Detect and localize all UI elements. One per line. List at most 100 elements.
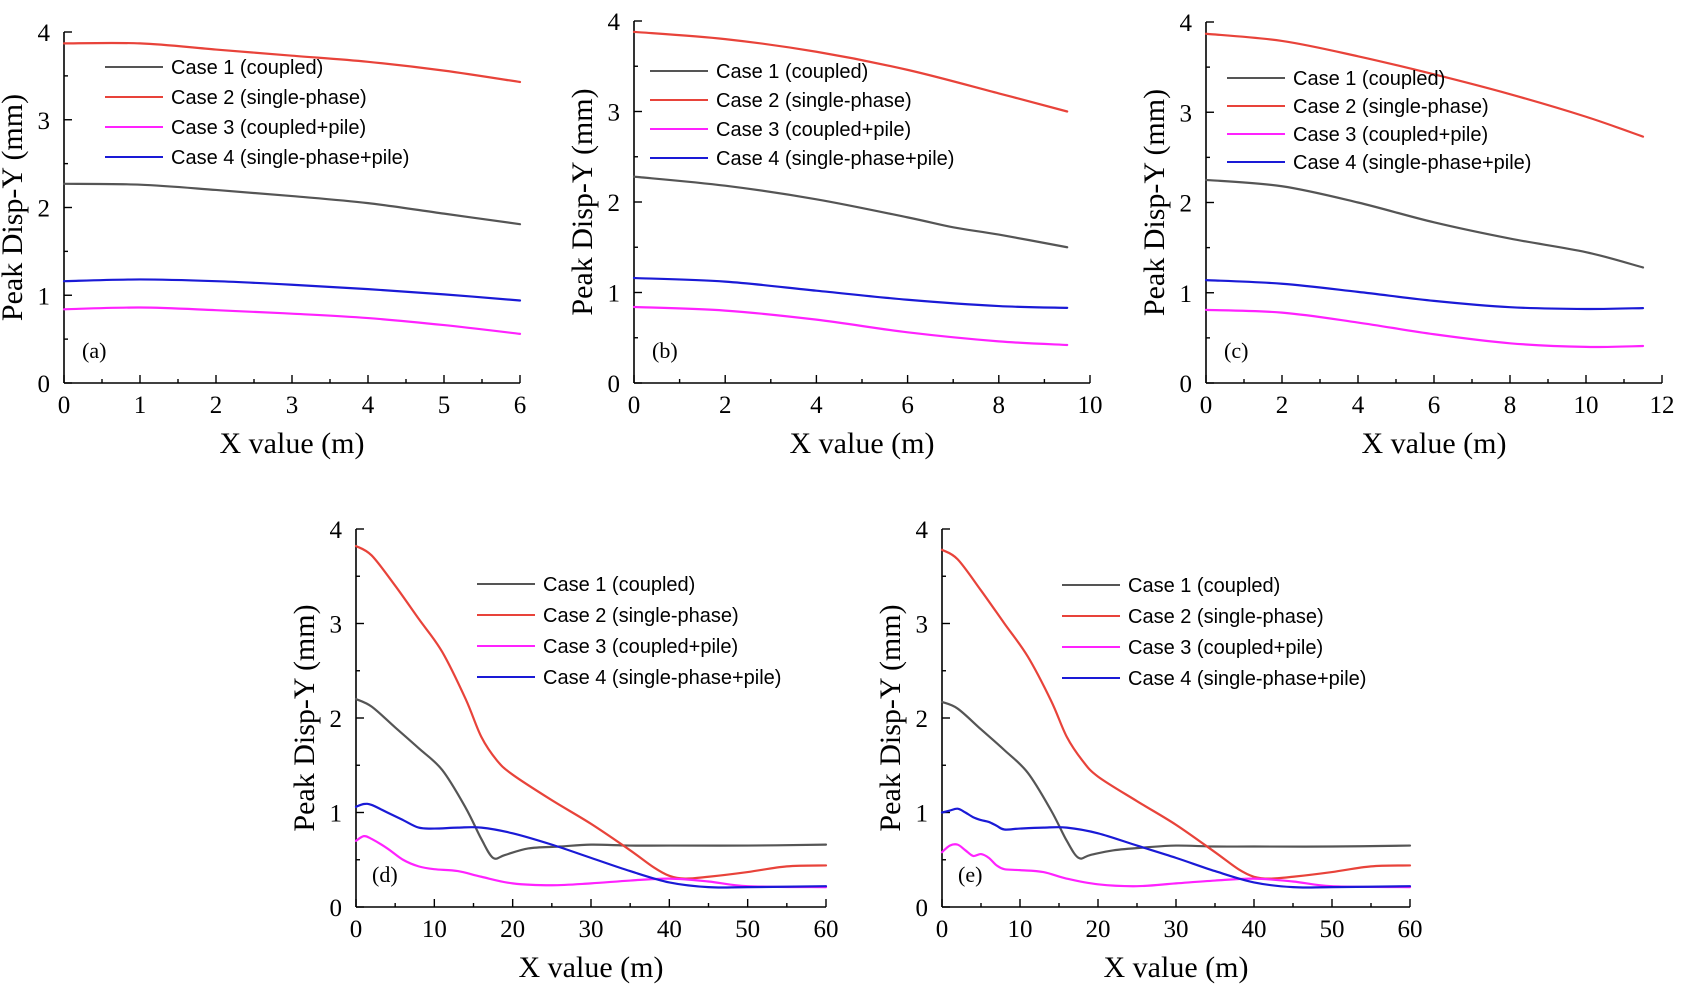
x-tick-label: 6 bbox=[901, 392, 914, 419]
panel-label: (c) bbox=[1224, 338, 1248, 363]
panel-label: (e) bbox=[958, 862, 982, 887]
x-tick-label: 0 bbox=[58, 392, 71, 419]
panel-label: (b) bbox=[652, 338, 678, 363]
x-tick-label: 10 bbox=[422, 916, 447, 943]
legend-entry: Case 2 (single-phase) bbox=[171, 87, 367, 109]
legend-entry: Case 4 (single-phase+pile) bbox=[716, 148, 954, 170]
x-tick-label: 6 bbox=[1428, 392, 1441, 419]
x-tick-label: 3 bbox=[286, 392, 299, 419]
x-tick-label: 0 bbox=[628, 392, 641, 419]
x-tick-label: 5 bbox=[438, 392, 451, 419]
legend-entry: Case 1 (coupled) bbox=[1293, 68, 1445, 90]
y-tick-label: 1 bbox=[330, 801, 343, 828]
y-tick-label: 0 bbox=[38, 371, 51, 398]
x-tick-label: 20 bbox=[1086, 916, 1111, 943]
chart-panel-e: 0 10 20 30 40 50 60 0 1 2 3 4 X value (m) Peak Disp-Y… bbox=[874, 517, 1423, 984]
x-tick-label: 2 bbox=[1276, 392, 1289, 419]
series-line-case-4 bbox=[940, 807, 1412, 889]
legend-entry: Case 3 (coupled+pile) bbox=[171, 117, 366, 139]
x-tick-label: 60 bbox=[1398, 916, 1423, 943]
y-tick-label: 3 bbox=[916, 612, 929, 639]
panel-label: (a) bbox=[82, 338, 106, 363]
x-tick-label: 30 bbox=[579, 916, 604, 943]
x-tick-label: 60 bbox=[814, 916, 839, 943]
y-tick-label: 4 bbox=[608, 9, 621, 36]
legend-entry: Case 3 (coupled+pile) bbox=[716, 119, 911, 141]
x-axis-label: X value (m) bbox=[220, 427, 365, 460]
legend-entry: Case 1 (coupled) bbox=[1128, 575, 1280, 597]
y-tick-label: 2 bbox=[916, 706, 929, 733]
y-tick-label: 0 bbox=[608, 371, 621, 398]
y-tick-label: 2 bbox=[1180, 191, 1193, 218]
y-axis-label: Peak Disp-Y (mm) bbox=[288, 604, 321, 831]
y-axis-label: Peak Disp-Y (mm) bbox=[0, 94, 29, 321]
series-line-case-4 bbox=[632, 276, 1069, 309]
x-tick-label: 30 bbox=[1164, 916, 1189, 943]
x-tick-label: 0 bbox=[1200, 392, 1213, 419]
x-tick-label: 8 bbox=[1504, 392, 1517, 419]
series-line-case-4 bbox=[62, 278, 522, 302]
y-tick-label: 1 bbox=[38, 283, 51, 310]
series-line-case-3 bbox=[940, 843, 1412, 889]
legend-entry: Case 4 (single-phase+pile) bbox=[1128, 668, 1366, 690]
legend-entry: Case 4 (single-phase+pile) bbox=[171, 147, 409, 169]
x-tick-label: 2 bbox=[719, 392, 732, 419]
chart-panel-a: 0 1 2 3 4 5 6 0 1 2 3 4 X value (m) Peak Disp-Y (mm) (… bbox=[0, 20, 526, 460]
legend-entry: Case 2 (single-phase) bbox=[1128, 606, 1324, 628]
y-axis-label: Peak Disp-Y (mm) bbox=[1138, 89, 1171, 316]
x-axis-label: X value (m) bbox=[1104, 951, 1249, 984]
legend-entry: Case 2 (single-phase) bbox=[716, 90, 912, 112]
x-tick-label: 40 bbox=[1242, 916, 1267, 943]
legend-entry: Case 1 (coupled) bbox=[171, 57, 323, 79]
y-tick-label: 3 bbox=[608, 100, 621, 127]
x-tick-label: 0 bbox=[350, 916, 363, 943]
series-line-case-2 bbox=[354, 544, 828, 880]
x-tick-label: 10 bbox=[1574, 392, 1599, 419]
y-tick-label: 2 bbox=[38, 196, 51, 223]
x-tick-label: 10 bbox=[1078, 392, 1103, 419]
legend-entry: Case 4 (single-phase+pile) bbox=[543, 667, 781, 689]
y-axis-label: Peak Disp-Y (mm) bbox=[566, 88, 599, 315]
series-line-case-2 bbox=[62, 41, 522, 84]
y-tick-label: 4 bbox=[916, 517, 929, 544]
series-line-case-3 bbox=[62, 306, 522, 335]
x-tick-label: 20 bbox=[500, 916, 525, 943]
legend-entry: Case 4 (single-phase+pile) bbox=[1293, 152, 1531, 174]
y-tick-label: 3 bbox=[330, 612, 343, 639]
x-tick-label: 1 bbox=[134, 392, 147, 419]
legend-entry: Case 2 (single-phase) bbox=[543, 605, 739, 627]
series-line-case-1 bbox=[632, 175, 1069, 249]
x-tick-label: 2 bbox=[210, 392, 223, 419]
legend-entry: Case 3 (coupled+pile) bbox=[1128, 637, 1323, 659]
y-tick-label: 3 bbox=[38, 108, 51, 135]
legend-entry: Case 3 (coupled+pile) bbox=[1293, 124, 1488, 146]
x-tick-label: 8 bbox=[993, 392, 1006, 419]
y-tick-label: 4 bbox=[330, 517, 343, 544]
y-tick-label: 0 bbox=[330, 895, 343, 922]
series-line-case-2 bbox=[940, 548, 1412, 880]
y-tick-label: 0 bbox=[916, 895, 929, 922]
x-tick-label: 12 bbox=[1650, 392, 1675, 419]
series-line-case-3 bbox=[354, 834, 828, 889]
y-tick-label: 4 bbox=[1180, 10, 1193, 37]
series-line-case-2 bbox=[1204, 32, 1645, 138]
x-tick-label: 40 bbox=[657, 916, 682, 943]
series-line-case-1 bbox=[940, 700, 1412, 860]
series-line-case-4 bbox=[1204, 279, 1645, 311]
x-tick-label: 4 bbox=[362, 392, 375, 419]
x-tick-label: 0 bbox=[936, 916, 949, 943]
x-axis-label: X value (m) bbox=[790, 427, 935, 460]
series-line-case-4 bbox=[354, 802, 828, 889]
y-tick-label: 0 bbox=[1180, 371, 1193, 398]
x-axis-label: X value (m) bbox=[519, 951, 664, 984]
y-tick-label: 3 bbox=[1180, 100, 1193, 127]
series-line-case-1 bbox=[354, 698, 828, 860]
y-tick-label: 1 bbox=[1180, 281, 1193, 308]
legend-entry: Case 3 (coupled+pile) bbox=[543, 636, 738, 658]
chart-panel-d: 0 10 20 30 40 50 60 0 1 2 3 4 X value (m) Peak Disp-Y… bbox=[288, 517, 839, 984]
legend-entry: Case 1 (coupled) bbox=[543, 574, 695, 596]
y-axis-label: Peak Disp-Y (mm) bbox=[874, 604, 907, 831]
y-tick-label: 2 bbox=[608, 190, 621, 217]
